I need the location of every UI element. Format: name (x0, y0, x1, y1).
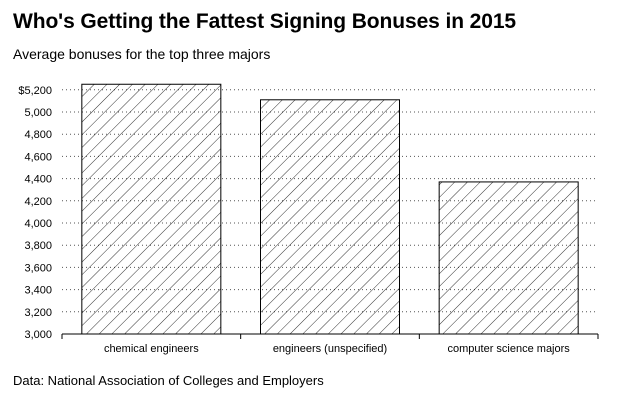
y-tick-label: 3,000 (24, 329, 52, 341)
x-tick-label: chemical engineers (104, 343, 199, 355)
bar (81, 83, 222, 335)
y-tick-label: 4,800 (24, 129, 52, 141)
y-tick-label: 3,800 (24, 240, 52, 252)
y-tick-label: $5,200 (18, 85, 52, 97)
chart-subtitle: Average bonuses for the top three majors (13, 46, 271, 62)
y-tick-label: 4,200 (24, 196, 52, 208)
y-tick-label: 5,000 (24, 107, 52, 119)
chart-title: Who's Getting the Fattest Signing Bonuse… (13, 10, 516, 33)
y-tick-label: 3,200 (24, 307, 52, 319)
y-tick-label: 4,400 (24, 174, 52, 186)
y-tick-label: 4,600 (24, 151, 52, 163)
y-tick-label: 4,000 (24, 218, 52, 230)
y-tick-label: 3,400 (24, 285, 52, 297)
bar (438, 181, 579, 335)
source-note: Data: National Association of Colleges a… (13, 373, 324, 388)
bars (81, 83, 579, 335)
axes: 3,000 3,200 3,400 3,600 3,800 4,000 4,200 4,400… (18, 85, 599, 355)
x-tick-label: computer science majors (448, 343, 571, 355)
bar (260, 99, 400, 335)
x-tick-label: engineers (unspecified) (273, 343, 387, 355)
y-tick-label: 3,600 (24, 262, 52, 274)
